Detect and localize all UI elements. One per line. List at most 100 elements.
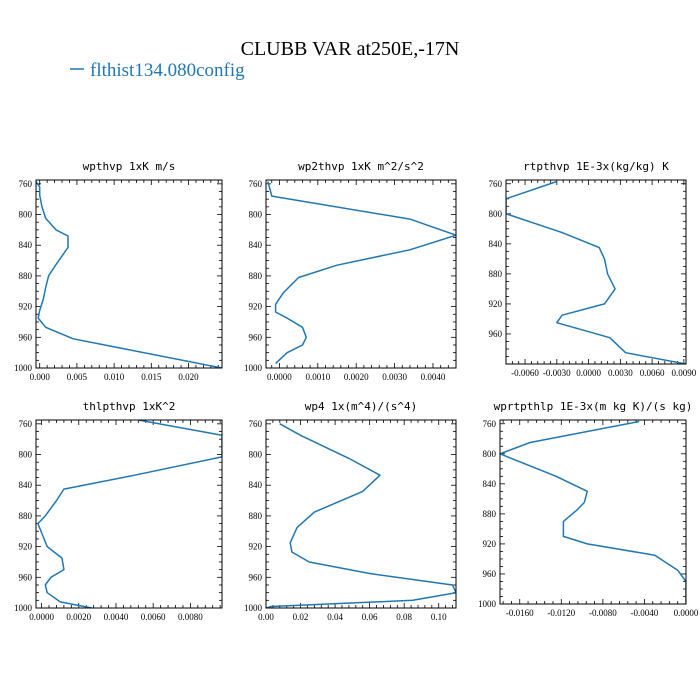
panel-title: wp4 1x(m^4)/(s^4) (305, 400, 418, 413)
panel-title: wprtpthlp 1E-3x(m kg K)/(s kg) (494, 400, 693, 413)
series-line (37, 420, 222, 608)
y-tick-label: 840 (19, 240, 33, 250)
x-tick-label: 0.08 (396, 612, 412, 622)
y-tick-label: 760 (249, 179, 263, 189)
x-tick-label: 0.010 (104, 372, 125, 382)
y-tick-label: 840 (483, 479, 497, 489)
y-tick-label: 1000 (244, 363, 263, 373)
y-tick-label: 880 (19, 271, 33, 281)
y-tick-label: 880 (249, 271, 263, 281)
x-tick-label: 0.0030 (608, 368, 633, 378)
y-tick-label: 840 (249, 240, 263, 250)
chart-panels: wpthvp 1xK m/s76080084088092096010000.00… (14, 160, 699, 622)
x-tick-label: 0.000 (30, 372, 51, 382)
x-tick-label: 0.0080 (178, 612, 203, 622)
x-tick-label: -0.0040 (631, 608, 659, 618)
chart-panel-1: wpthvp 1xK m/s76080084088092096010000.00… (14, 160, 223, 382)
x-tick-label: 0.0020 (66, 612, 91, 622)
y-tick-label: 760 (249, 419, 263, 429)
x-tick-label: 0.10 (431, 612, 447, 622)
chart-panel-2: wp2thvp 1xK m^2/s^2 760 800 840 880 920 960 100… (244, 160, 457, 382)
panel-title: thlpthvp 1xK^2 (83, 400, 176, 413)
y-tick-label: 1000 (244, 603, 263, 613)
y-tick-label: 800 (489, 209, 503, 219)
y-tick-label: 880 (483, 509, 497, 519)
plot-frame (35, 179, 223, 369)
y-tick-label: 880 (19, 511, 33, 521)
y-tick-label: 800 (249, 450, 263, 460)
y-tick-label: 920 (19, 542, 33, 552)
x-tick-label: 0.00 (258, 612, 274, 622)
panel-title: wp2thvp 1xK m^2/s^2 (298, 160, 424, 173)
y-tick-label: 760 (19, 419, 33, 429)
y-tick-label: 920 (249, 542, 263, 552)
plot-frame (499, 419, 687, 605)
y-tick-label: 960 (19, 572, 33, 582)
y-tick-label: 800 (483, 449, 497, 459)
plot-frame (35, 419, 223, 609)
y-tick-label: 880 (249, 511, 263, 521)
chart-panel-3: rtpthvp 1E-3x(kg/kg) K 760 800 840 880 920 960… (489, 160, 697, 378)
y-tick-label: 800 (19, 210, 33, 220)
x-tick-label: 0.0030 (382, 372, 407, 382)
y-tick-label: 960 (483, 569, 497, 579)
x-tick-label: 0.0010 (305, 372, 330, 382)
x-tick-label: 0.04 (327, 612, 343, 622)
y-tick-label: 960 (19, 332, 33, 342)
x-tick-label: 0.0000 (29, 612, 54, 622)
y-tick-label: 1000 (14, 363, 33, 373)
series-line (500, 420, 686, 604)
series-line (506, 180, 686, 364)
series-line (267, 181, 456, 364)
y-tick-label: 760 (489, 179, 503, 189)
y-tick-label: 840 (249, 480, 263, 490)
x-tick-label: 0.0040 (104, 612, 129, 622)
x-tick-label: -0.0080 (589, 608, 617, 618)
x-tick-label: 0.06 (362, 612, 378, 622)
y-tick-label: 920 (483, 539, 497, 549)
legend-label: flthist134.080config (90, 60, 245, 81)
x-tick-label: -0.0030 (543, 368, 571, 378)
x-tick-label: 0.0000 (267, 372, 292, 382)
x-tick-label: 0.0000 (674, 608, 699, 618)
y-tick-label: 760 (483, 419, 497, 429)
x-tick-label: 0.0040 (421, 372, 446, 382)
y-tick-label: 800 (19, 450, 33, 460)
x-tick-label: 0.0000 (576, 368, 601, 378)
x-tick-label: 0.005 (67, 372, 88, 382)
y-tick-label: 920 (19, 302, 33, 312)
panel-title: wpthvp 1xK m/s (83, 160, 176, 173)
panel-title: rtpthvp 1E-3x(kg/kg) K (523, 160, 669, 173)
x-tick-label: 0.0060 (640, 368, 665, 378)
chart-panel-5: wp4 1x(m^4)/(s^4)76080084088092096010000… (244, 400, 457, 622)
x-tick-label: 0.020 (178, 372, 199, 382)
chart-panel-6: wprtpthlp 1E-3x(m kg K)/(s kg) 760 800 840 8… (478, 400, 699, 618)
x-tick-label: 0.02 (293, 612, 309, 622)
x-tick-label: 0.0020 (344, 372, 369, 382)
y-tick-label: 800 (249, 210, 263, 220)
figure-legend: flthist134.080config (70, 60, 245, 81)
y-tick-label: 920 (489, 299, 503, 309)
x-tick-label: 0.015 (141, 372, 162, 382)
plot-frame (265, 419, 457, 609)
y-tick-label: 840 (489, 239, 503, 249)
figure-title: CLUBB VAR at250E,-17N (241, 38, 460, 60)
x-tick-label: 0.0090 (672, 368, 697, 378)
series-line (266, 423, 456, 608)
x-tick-label: -0.0060 (511, 368, 539, 378)
plot-frame (505, 179, 687, 365)
x-tick-label: 0.0060 (141, 612, 166, 622)
y-tick-label: 760 (19, 179, 33, 189)
y-tick-label: 880 (489, 269, 503, 279)
x-tick-label: -0.0160 (506, 608, 534, 618)
y-tick-label: 920 (249, 302, 263, 312)
y-tick-label: 1000 (14, 603, 33, 613)
y-tick-label: 960 (489, 329, 503, 339)
x-tick-label: -0.0120 (547, 608, 575, 618)
y-tick-label: 840 (19, 480, 33, 490)
y-tick-label: 960 (249, 332, 263, 342)
plot-frame (265, 179, 457, 369)
y-tick-label: 1000 (478, 599, 497, 609)
series-line (36, 181, 222, 368)
